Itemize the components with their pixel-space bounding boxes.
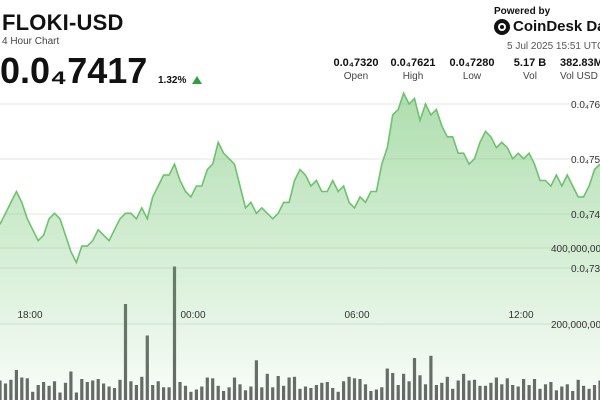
- stat-label: Open: [343, 71, 369, 82]
- coindesk-logo-icon: [494, 19, 510, 35]
- price-tick-label: 0.0₄76: [571, 100, 600, 111]
- volume-tick-label: 400,000,000: [551, 244, 600, 255]
- stat-value: 5.17 B: [513, 57, 547, 69]
- x-tick-label: 12:00: [508, 310, 533, 321]
- chart-title: FLOKI-USD: [2, 10, 124, 35]
- stat-label: Vol: [523, 71, 537, 82]
- price-tick-label: 0.0₄74: [571, 210, 600, 221]
- stat-vol-usd: 382.83M Vol USD: [560, 57, 600, 82]
- stat-low: 0.0₄7280 Low: [442, 57, 502, 82]
- price-line: [0, 91, 600, 265]
- stat-high: 0.0₄7621 High: [383, 57, 443, 82]
- brand-name: CoinDesk Data: [513, 18, 600, 35]
- x-tick-label: 00:00: [180, 310, 205, 321]
- volume-tick-label: 200,000,000: [551, 320, 600, 331]
- price-area-fill: [0, 93, 600, 400]
- chart-subtitle: 4 Hour Chart: [2, 36, 60, 47]
- current-price: 0.0₄7417: [0, 50, 148, 91]
- price-tick-label: 0.0₄75: [571, 155, 600, 166]
- stat-open: 0.0₄7320 Open: [326, 57, 386, 82]
- stat-label: Low: [462, 71, 482, 82]
- stat-value: 0.0₄7320: [333, 57, 379, 69]
- stat-vol: 5.17 B Vol: [500, 57, 560, 82]
- stat-value: 382.83M: [560, 57, 600, 69]
- price-tick-label: 0.0₄73: [571, 264, 600, 275]
- up-arrow-icon: [192, 76, 202, 84]
- stat-label: High: [402, 71, 424, 82]
- x-tick-label: 18:00: [17, 310, 42, 321]
- timestamp: 5 Jul 2025 15:51 UTC: [507, 41, 600, 52]
- stat-value: 0.0₄7280: [449, 57, 495, 69]
- powered-by-label: Powered by: [494, 6, 551, 17]
- price-change: 1.32%: [158, 75, 187, 86]
- stat-value: 0.0₄7621: [390, 57, 436, 69]
- x-tick-label: 06:00: [344, 310, 369, 321]
- stat-label: Vol USD: [560, 71, 598, 82]
